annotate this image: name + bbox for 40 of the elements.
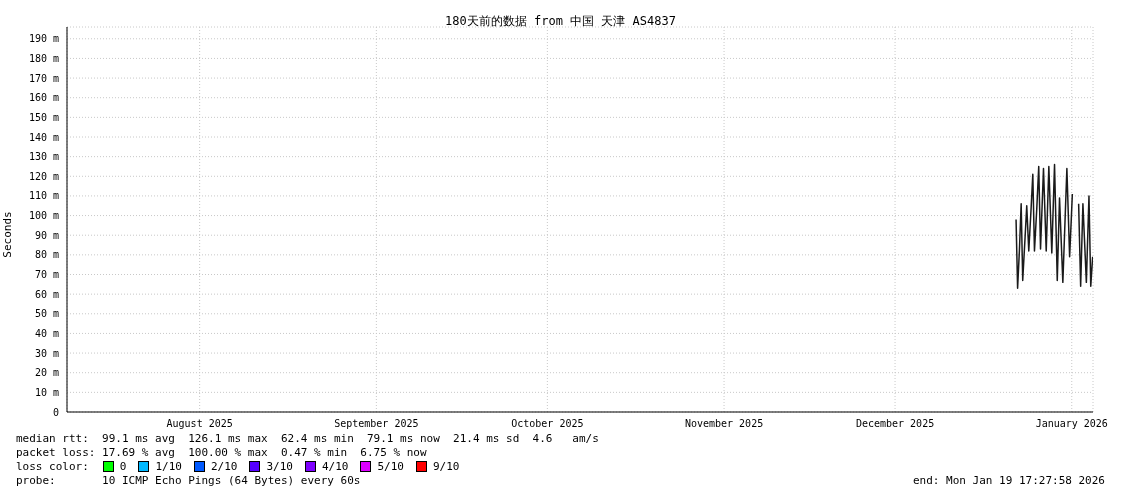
text: 1/10: [155, 460, 182, 473]
text: 5/10: [377, 460, 404, 473]
x-tick-label: January 2026: [1035, 418, 1108, 430]
text: loss color:: [16, 460, 89, 473]
y-tick-label: 20 m: [34, 367, 59, 379]
y-tick-label: 0: [52, 406, 59, 418]
y-tick-label: 190 m: [28, 33, 59, 45]
y-tick-label: 180 m: [28, 52, 59, 64]
text: 3/10: [266, 460, 293, 473]
y-tick-label: 170 m: [28, 72, 59, 84]
y-tick-label: 160 m: [28, 92, 59, 104]
y-tick-label: 110 m: [28, 190, 59, 202]
x-tick-label: August 2025: [166, 418, 233, 430]
y-tick-label: 60 m: [34, 288, 59, 300]
x-tick-label: October 2025: [511, 418, 584, 430]
y-tick-label: 120 m: [28, 170, 59, 182]
text: probe: 10 ICMP Echo Pings (64 Bytes) every 60s: [16, 474, 361, 487]
text: median rtt: 99.1 ms avg 126.1 ms max 62.4 ms min 79.1 ms now 21.4 ms sd 4.6 am/s: [16, 432, 599, 445]
y-tick-label: 50 m: [34, 308, 59, 320]
y-axis-title: Seconds: [0, 211, 14, 258]
y-tick-label: 40 m: [34, 327, 59, 339]
y-tick-label: 130 m: [28, 151, 59, 163]
y-tick-label: 140 m: [28, 131, 59, 143]
text: 9/10: [432, 460, 460, 473]
text: packet loss: 17.69 % avg 100.00 % max 0.47 % min 6.75 % now: [16, 446, 427, 459]
y-tick-label: 90 m: [34, 229, 59, 241]
text: 0: [119, 460, 127, 473]
x-tick-label: December 2025: [855, 418, 935, 430]
y-tick-label: 80 m: [34, 249, 59, 261]
chart-title: 180天前的数据 from 中国 天津 AS4837: [444, 13, 677, 30]
y-tick-label: 30 m: [34, 347, 59, 359]
y-tick-label: 10 m: [34, 386, 59, 398]
y-tick-label: 100 m: [28, 210, 59, 222]
text: end: Mon Jan 19 17:27:58 2026: [912, 474, 1105, 487]
y-tick-label: 150 m: [28, 111, 59, 123]
text: 2/10: [210, 460, 238, 473]
x-tick-label: November 2025: [684, 418, 764, 430]
text: 4/10: [321, 460, 349, 473]
x-tick-label: September 2025: [334, 418, 419, 430]
y-tick-label: 70 m: [34, 269, 59, 281]
